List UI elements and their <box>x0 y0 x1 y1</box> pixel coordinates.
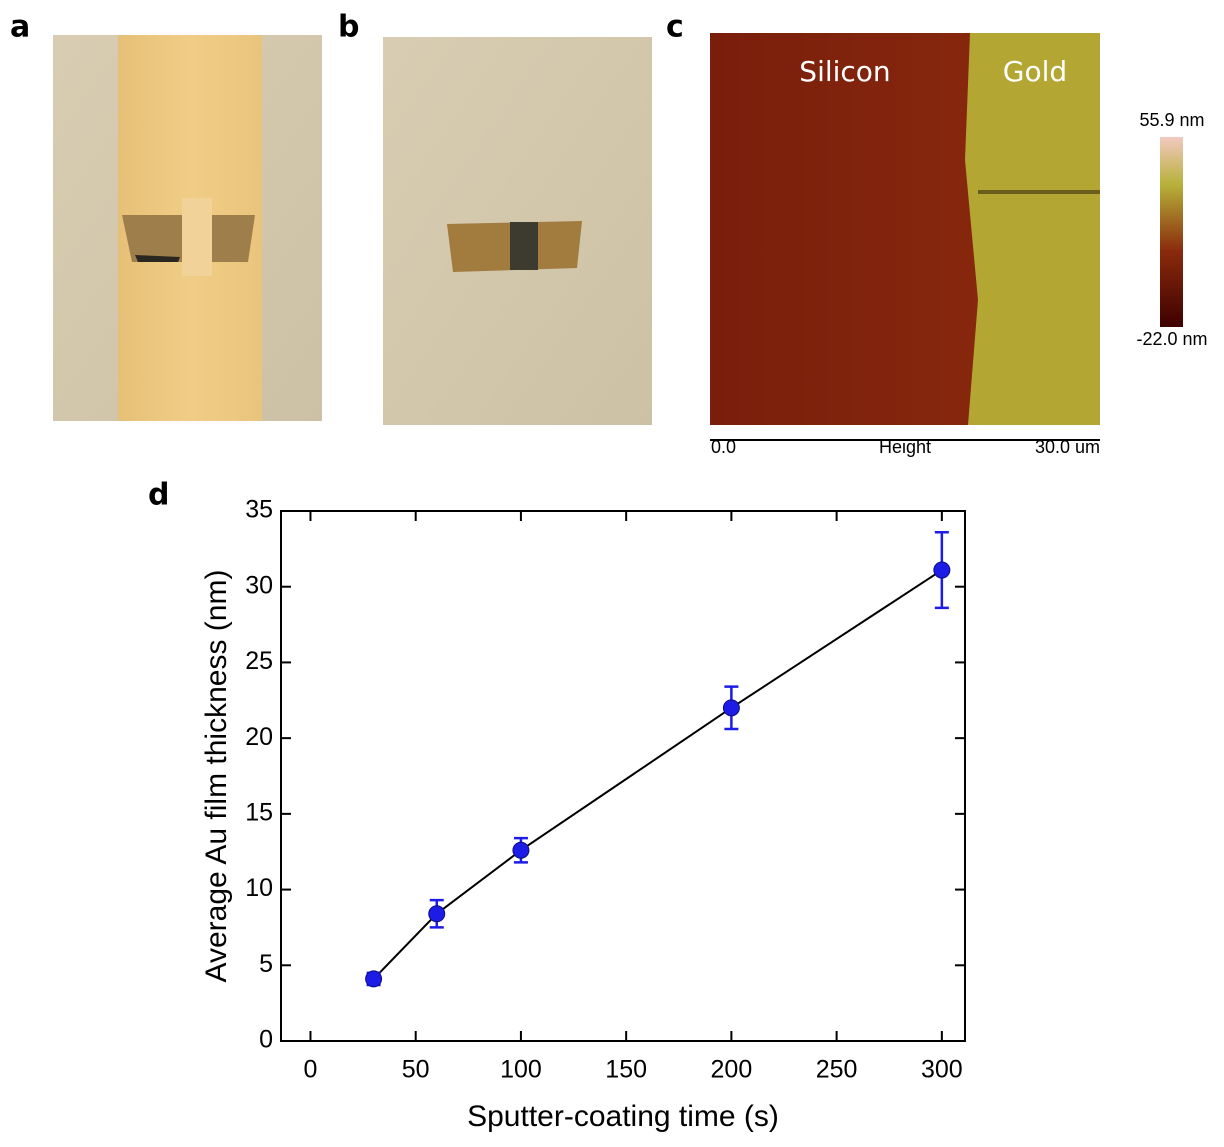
afm-axis-start: 0.0 <box>711 437 736 457</box>
panel-label: a <box>10 10 30 45</box>
x-tick-label: 0 <box>304 1056 318 1084</box>
panel-label: b <box>338 10 359 45</box>
data-point <box>512 841 530 859</box>
y-tick-label: 10 <box>245 874 273 902</box>
colorbar <box>1160 137 1183 327</box>
data-line <box>372 569 943 980</box>
data-point <box>933 561 951 579</box>
region-label: Silicon <box>799 55 890 88</box>
photo-b <box>383 37 652 425</box>
afm-axis-title: Height <box>879 437 931 457</box>
data-point <box>365 970 383 988</box>
afm-axis-end: 30.0 um <box>1035 437 1100 457</box>
colorbar-min: -22.0 nm <box>1136 329 1207 349</box>
region-label: Gold <box>1003 55 1067 88</box>
x-tick-label: 100 <box>500 1056 542 1084</box>
y-tick-label: 30 <box>245 571 273 599</box>
x-axis-title: Sputter-coating time (s) <box>467 1100 779 1133</box>
x-tick-label: 150 <box>605 1056 647 1084</box>
y-tick-label: 35 <box>245 496 273 524</box>
colorbar-max: 55.9 nm <box>1139 110 1204 130</box>
x-tick-label: 250 <box>816 1056 858 1084</box>
afm-image <box>710 33 1183 441</box>
chart: Sputter-coating time (s) Average Au film… <box>200 510 966 1133</box>
x-tick-label: 200 <box>711 1056 753 1084</box>
panel-label: d <box>148 478 169 513</box>
y-tick-label: 20 <box>245 723 273 751</box>
y-tick-label: 25 <box>245 647 273 675</box>
y-axis-title: Average Au film thickness (nm) <box>200 570 233 983</box>
data-point <box>722 699 740 717</box>
x-tick-label: 50 <box>402 1056 430 1084</box>
x-tick-label: 300 <box>921 1056 963 1084</box>
y-tick-label: 15 <box>245 798 273 826</box>
y-tick-label: 0 <box>259 1026 273 1054</box>
plot-frame <box>280 510 966 1042</box>
photo-a <box>53 35 322 421</box>
panel-label: c <box>666 10 684 45</box>
data-point <box>428 905 446 923</box>
y-tick-label: 5 <box>259 950 273 978</box>
